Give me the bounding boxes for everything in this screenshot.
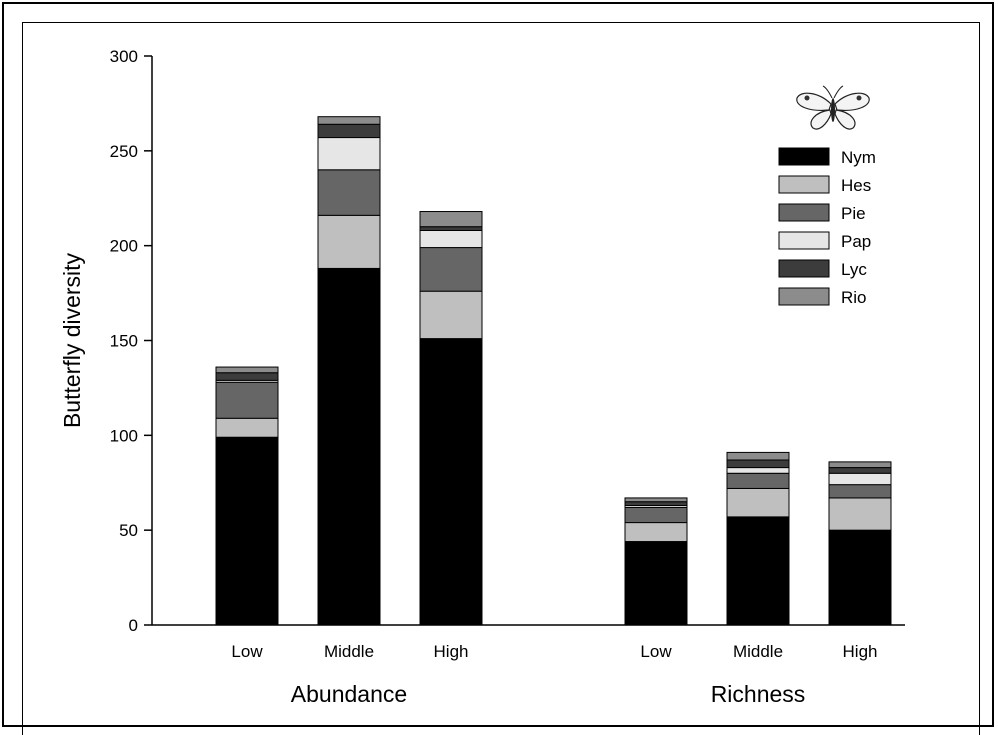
butterfly-icon <box>796 85 870 130</box>
bar-segment-rio-5 <box>828 461 892 469</box>
bar-segment-lyc-2 <box>419 226 483 231</box>
x-tick-label: Middle <box>733 642 783 661</box>
bar-segment-nym-4 <box>726 516 790 626</box>
legend-swatch-pie <box>778 203 830 222</box>
bar-segment-nym-3 <box>624 541 688 626</box>
bar-segment-pap-1 <box>317 137 381 171</box>
bar-segment-pie-1 <box>317 169 381 216</box>
group-label: Abundance <box>291 681 407 707</box>
y-tick-label: 50 <box>119 521 138 540</box>
bar-segment-pap-5 <box>828 472 892 486</box>
bar-segment-hes-1 <box>317 214 381 269</box>
bar-segment-nym-5 <box>828 529 892 626</box>
x-tick-label: Middle <box>324 642 374 661</box>
bar-segment-pie-3 <box>624 506 688 524</box>
x-tick-label: Low <box>640 642 672 661</box>
x-tick-label: High <box>434 642 469 661</box>
x-tick-label: High <box>843 642 878 661</box>
bar-segment-lyc-1 <box>317 123 381 139</box>
bar-segment-hes-2 <box>419 290 483 340</box>
y-tick-label: 300 <box>110 47 138 66</box>
legend-swatch-rio <box>778 287 830 306</box>
bar-segment-lyc-4 <box>726 459 790 469</box>
legend-swatch-hes <box>778 175 830 194</box>
bar-segment-lyc-0 <box>215 372 279 381</box>
bar-segment-rio-1 <box>317 116 381 125</box>
bars-layer <box>215 116 892 626</box>
figure-inner-border <box>22 22 980 735</box>
bar-segment-lyc-5 <box>828 467 892 474</box>
legend-label-lyc: Lyc <box>841 260 867 279</box>
bar-segment-pap-2 <box>419 229 483 249</box>
bar-segment-lyc-3 <box>624 501 688 507</box>
group-label: Richness <box>711 681 806 707</box>
legend-swatch-pap <box>778 231 830 250</box>
y-tick-label: 150 <box>110 332 138 351</box>
legend: Nym Hes Pie Pap Lyc Rio <box>778 85 876 307</box>
bar-segment-hes-0 <box>215 417 279 438</box>
bar-segment-hes-5 <box>828 497 892 531</box>
bar-segment-nym-0 <box>215 436 279 626</box>
y-tick-label: 200 <box>110 237 138 256</box>
legend-label-hes: Hes <box>841 176 871 195</box>
axes-layer <box>144 55 905 626</box>
labels-layer: 0 50 100 150 200 250 300 Butterfly diversity Low… <box>59 47 877 707</box>
bar-segment-rio-0 <box>215 366 279 374</box>
legend-label-rio: Rio <box>841 288 867 307</box>
legend-label-pap: Pap <box>841 232 871 251</box>
y-tick-label: 100 <box>110 426 138 445</box>
bar-segment-pie-5 <box>828 484 892 499</box>
bar-segment-rio-2 <box>419 211 483 228</box>
bar-segment-pie-4 <box>726 472 790 489</box>
legend-label-nym: Nym <box>841 148 876 167</box>
y-tick-label: 0 <box>129 616 138 635</box>
bar-segment-pie-0 <box>215 381 279 419</box>
bar-segment-nym-1 <box>317 267 381 626</box>
bar-segment-pie-2 <box>419 247 483 292</box>
bar-segment-nym-2 <box>419 338 483 626</box>
bar-segment-rio-3 <box>624 497 688 503</box>
legend-swatch-nym <box>778 147 830 166</box>
bar-segment-rio-4 <box>726 451 790 461</box>
legend-label-pie: Pie <box>841 204 866 223</box>
y-axis-label: Butterfly diversity <box>59 252 85 428</box>
x-tick-label: Low <box>231 642 263 661</box>
bar-segment-hes-3 <box>624 522 688 543</box>
legend-swatch-lyc <box>778 259 830 278</box>
bar-segment-hes-4 <box>726 487 790 518</box>
bar-segment-pap-4 <box>726 467 790 474</box>
y-tick-label: 250 <box>110 142 138 161</box>
